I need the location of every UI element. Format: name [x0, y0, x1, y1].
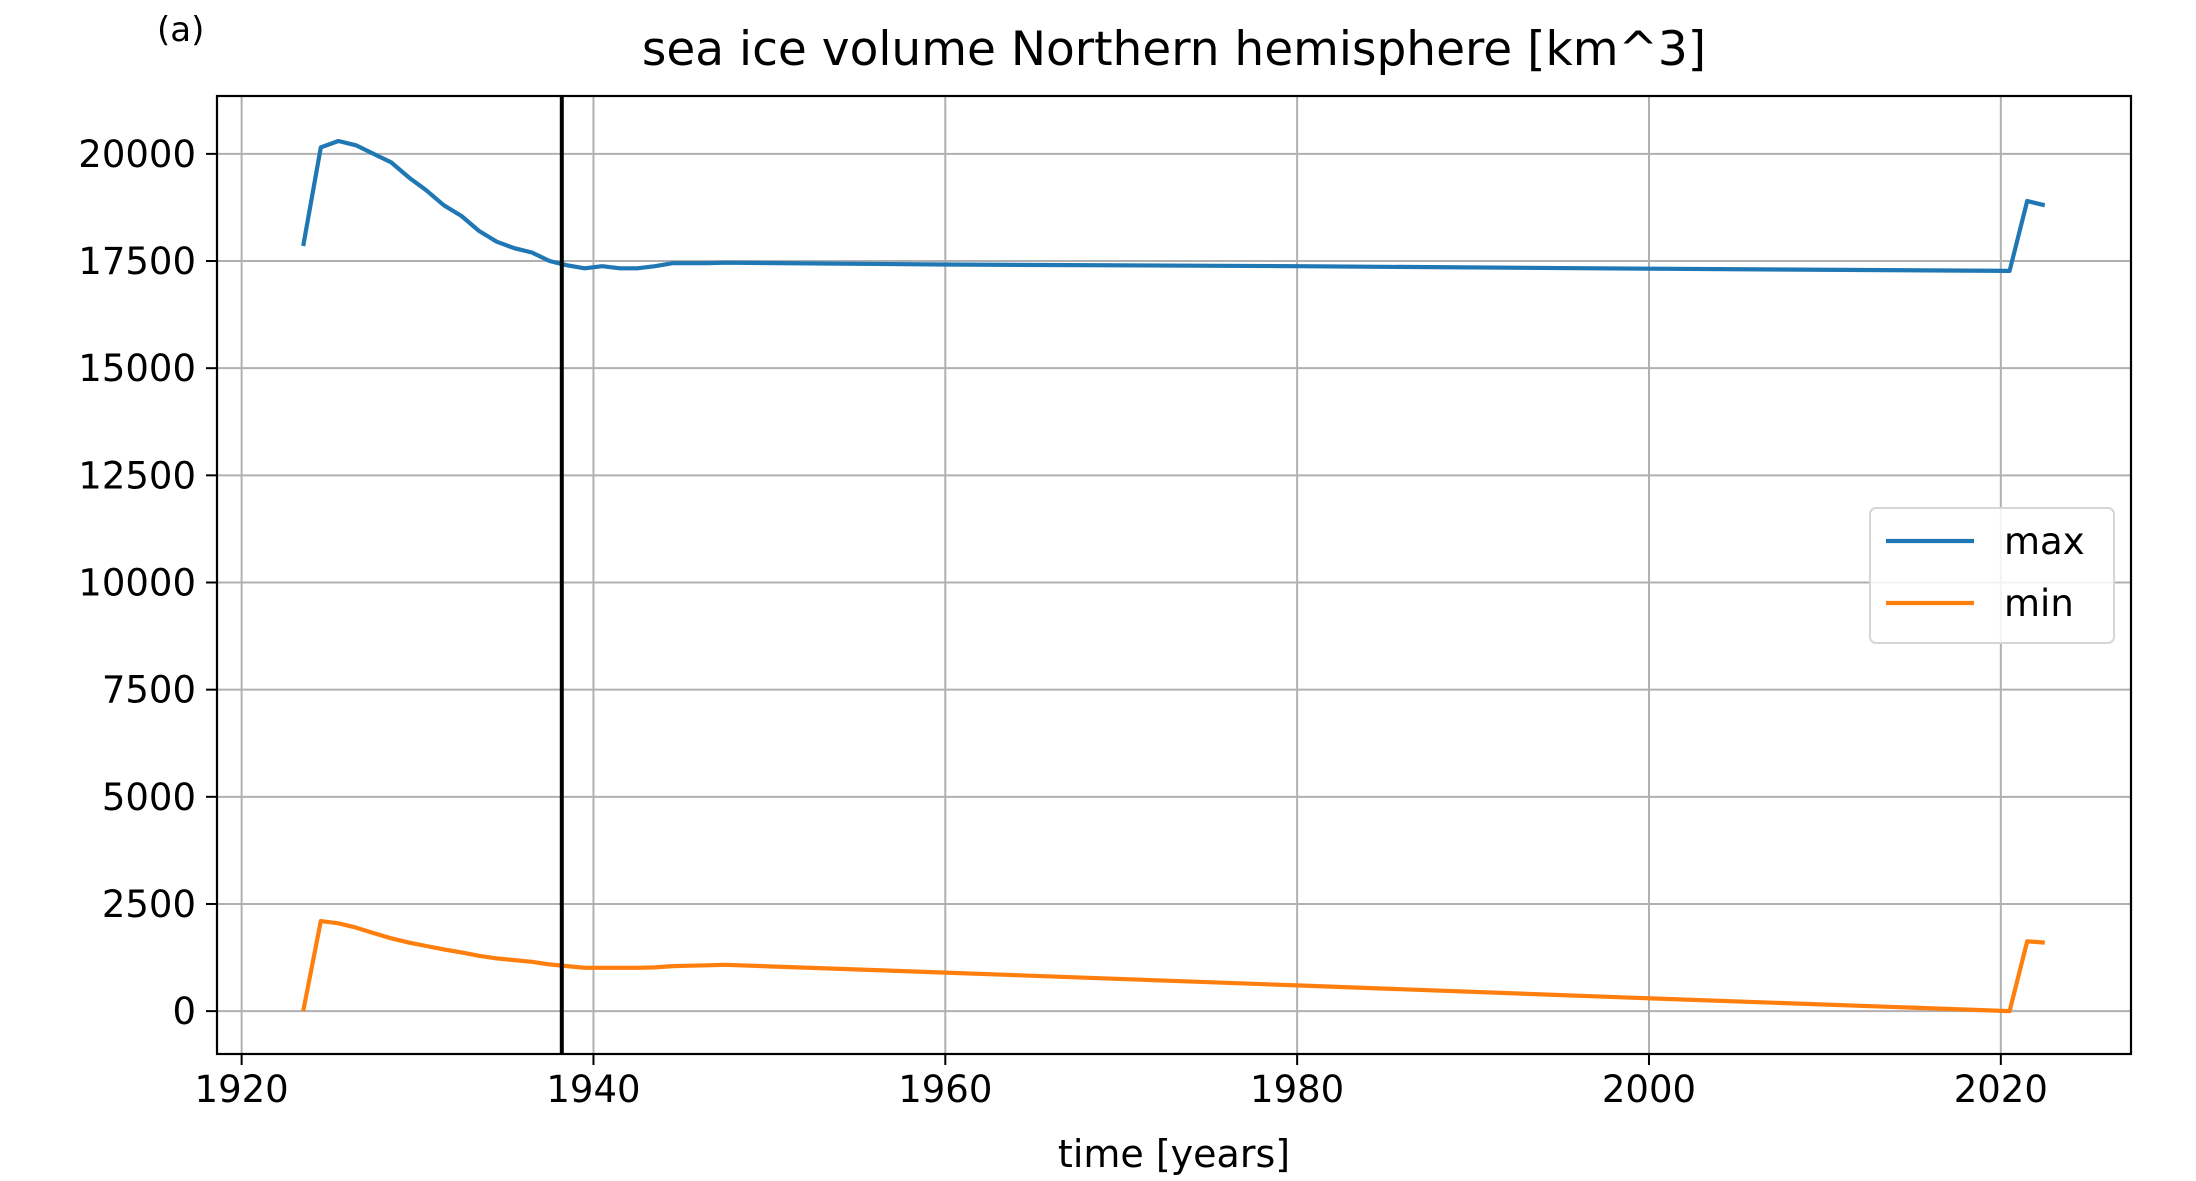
panel-label: (a)	[157, 10, 205, 50]
legend: max min	[1869, 507, 2115, 644]
y-tick-label: 17500	[78, 240, 196, 283]
y-tick-label: 12500	[78, 454, 196, 497]
y-tick-label: 2500	[102, 883, 196, 926]
series-lines	[301, 138, 2046, 1014]
x-axis-label: time [years]	[1057, 1132, 1291, 1176]
y-tick-label: 7500	[102, 669, 196, 712]
y-tick-label: 20000	[78, 133, 196, 176]
series-line-max	[301, 138, 2046, 273]
legend-label-max: max	[2004, 520, 2085, 563]
legend-label-min: min	[2004, 582, 2074, 625]
x-tick-label: 1960	[898, 1068, 992, 1111]
series-line-min	[301, 918, 2045, 1014]
x-tick-label: 1980	[1250, 1068, 1344, 1111]
y-tick-label: 0	[172, 990, 196, 1033]
x-tick-label: 2020	[1954, 1068, 2048, 1111]
chart-title: sea ice volume Northern hemisphere [km^3…	[641, 22, 1707, 77]
x-tick-label: 1940	[546, 1068, 640, 1111]
y-axis-ticks: 0 2500 5000 7500 10000 12500 15000 17500 20000	[78, 133, 217, 1033]
series-max	[301, 138, 2046, 273]
plot-frame	[215, 94, 2133, 1056]
x-tick-label: 1920	[195, 1068, 289, 1111]
y-tick-label: 10000	[78, 562, 196, 605]
series-min	[301, 918, 2045, 1014]
x-axis-ticks: 1920 1940 1960 1980 2000 2020	[195, 1054, 2048, 1111]
y-tick-label: 5000	[102, 776, 196, 819]
x-tick-label: 2000	[1602, 1068, 1696, 1111]
y-tick-label: 15000	[78, 347, 196, 390]
grid-lines	[217, 96, 2131, 1054]
